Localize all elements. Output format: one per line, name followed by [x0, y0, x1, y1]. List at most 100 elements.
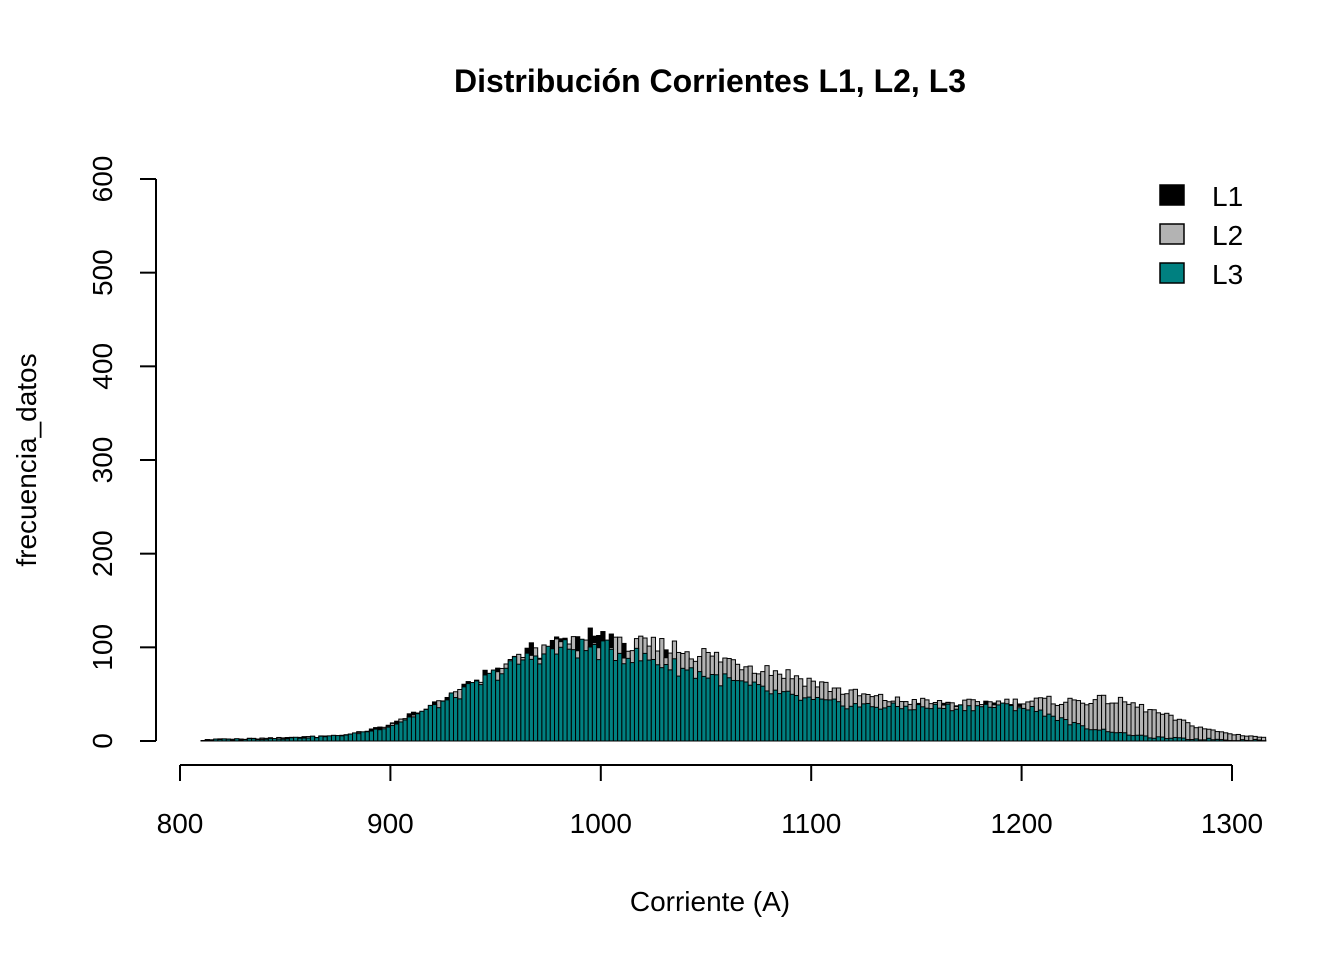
bar-l3 [962, 710, 968, 742]
bar-l3 [284, 738, 290, 742]
bar-l3 [385, 726, 391, 742]
bar-l3 [688, 667, 694, 742]
bar-l3 [1004, 703, 1010, 742]
bar-l3 [604, 639, 610, 742]
bar-l3 [431, 704, 438, 742]
bar-l3 [1176, 737, 1183, 742]
bar-l3 [886, 705, 892, 742]
bar-l3 [819, 698, 825, 742]
bar-l3 [1071, 721, 1077, 742]
bar-l3 [1210, 739, 1216, 742]
bar-l3 [941, 707, 947, 742]
bar-l3 [806, 696, 812, 742]
bar-l3 [936, 707, 943, 742]
bar-l3 [583, 650, 589, 742]
bar-l3 [810, 698, 816, 742]
bar-l3 [734, 680, 741, 742]
bar-l3 [713, 674, 720, 742]
bar-l3 [827, 699, 833, 742]
bar-l3 [1151, 737, 1157, 742]
bar-l3 [907, 709, 913, 742]
bar-l3 [339, 735, 345, 742]
bar-l3 [1050, 715, 1056, 742]
bar-l3 [987, 706, 993, 742]
bar-l3 [558, 646, 564, 742]
bar-l3 [1101, 728, 1107, 742]
bar-l3 [915, 704, 922, 742]
bar-l3 [1016, 707, 1023, 742]
bar-l3 [297, 737, 303, 742]
bar-l3 [865, 702, 871, 742]
bar-l3 [856, 706, 863, 742]
bar-l2 [1227, 733, 1233, 742]
bar-l3 [415, 713, 421, 742]
bar-l3 [591, 643, 598, 742]
bar-l3 [251, 738, 257, 742]
bar-l3 [200, 740, 206, 742]
bar-l3 [225, 738, 231, 742]
bar-l3 [705, 677, 711, 742]
bar-l3 [423, 708, 429, 742]
bar-l3 [549, 648, 556, 742]
bar-l3 [974, 705, 981, 742]
legend: L1 L2 L3 [1159, 181, 1243, 290]
bar-l3 [1113, 732, 1119, 742]
bar-l3 [461, 686, 467, 742]
y-tick-label: 0 [87, 733, 118, 749]
bar-l3 [436, 707, 442, 742]
bar-l3 [1164, 738, 1170, 742]
bar-l3 [692, 677, 699, 742]
bar-l3 [869, 706, 875, 742]
bar-l3 [238, 739, 244, 742]
bar-l3 [848, 705, 854, 742]
bar-l3 [335, 735, 341, 742]
bar-l3 [469, 682, 476, 742]
bar-l3 [255, 739, 261, 742]
bar-l3 [814, 696, 821, 742]
bar-l3 [221, 738, 227, 742]
bar-l3 [726, 677, 732, 742]
bar-l3 [608, 648, 614, 742]
bar-l3 [899, 708, 905, 742]
bar-l3 [777, 693, 783, 742]
bar-l3 [272, 738, 278, 742]
y-axis: 0 100 200 300 400 500 600 [87, 156, 157, 749]
bar-l3 [587, 646, 593, 742]
bar-l3 [579, 638, 585, 742]
y-tick-label: 500 [87, 249, 118, 296]
bar-l3 [1143, 735, 1149, 742]
bar-l3 [444, 699, 450, 742]
bar-l3 [1000, 702, 1006, 742]
bar-l3 [680, 667, 686, 742]
bar-l3 [1218, 739, 1225, 742]
y-tick-label: 600 [87, 156, 118, 203]
bar-l3 [364, 731, 370, 742]
bar-l3 [1168, 737, 1174, 742]
bar-l2 [1189, 725, 1195, 742]
bar-l3 [528, 658, 534, 742]
bar-l3 [739, 680, 745, 742]
bar-l3 [288, 737, 295, 742]
bar-l3 [402, 719, 408, 742]
bar-l2 [1147, 709, 1153, 742]
y-tick-label: 100 [87, 624, 118, 671]
bar-l3 [532, 655, 539, 742]
bar-l3 [823, 699, 829, 742]
bar-l3 [835, 701, 842, 742]
bar-l3 [785, 690, 791, 742]
bar-l3 [684, 669, 690, 742]
bar-l3 [882, 707, 888, 742]
bar-l3 [448, 692, 455, 742]
bar-l3 [495, 679, 501, 742]
bar-l3 [1172, 736, 1178, 742]
bar-l3 [1206, 737, 1212, 742]
legend-item-l1: L1 [1159, 181, 1243, 212]
x-tick-label: 900 [367, 808, 414, 839]
bar-l3 [789, 693, 795, 742]
bar-l3 [1084, 728, 1090, 742]
bar-l3 [1080, 725, 1086, 742]
y-tick-label: 400 [87, 343, 118, 390]
bar-l3 [516, 663, 522, 742]
bar-l3 [486, 672, 492, 742]
